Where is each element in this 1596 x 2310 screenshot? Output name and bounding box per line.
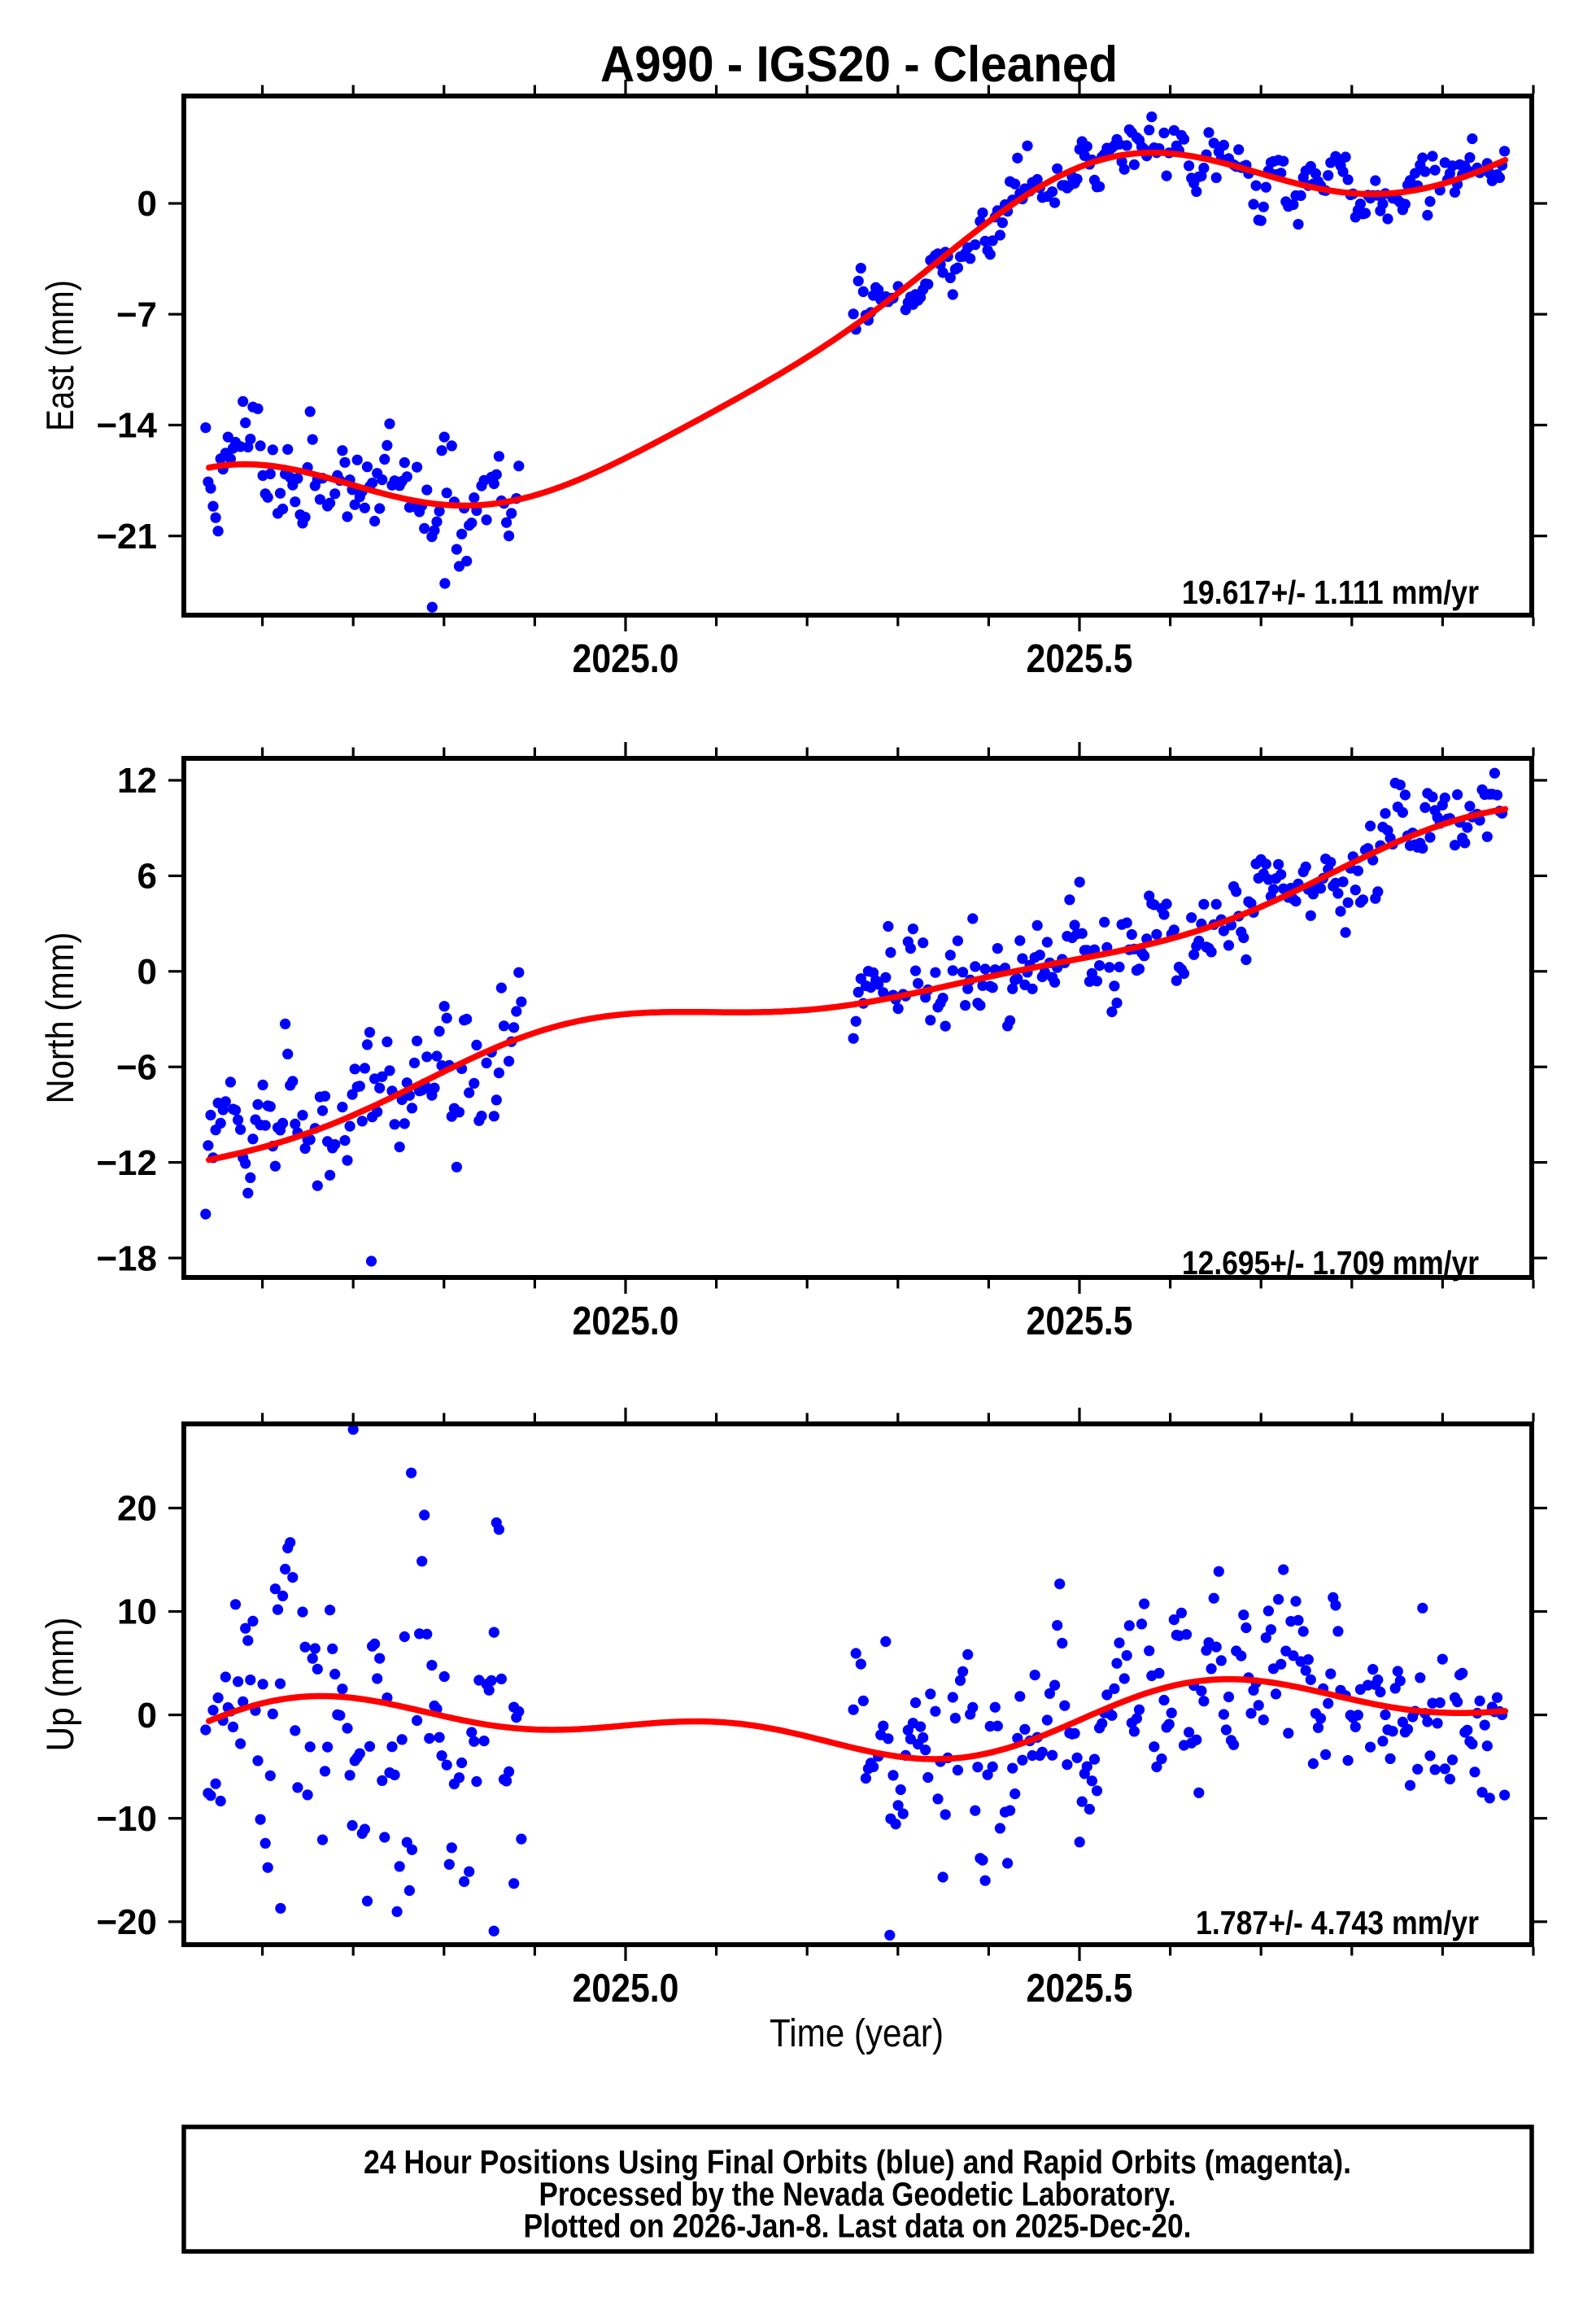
- svg-text:0: 0: [137, 1696, 157, 1736]
- svg-text:−18: −18: [96, 1238, 157, 1278]
- svg-text:−10: −10: [96, 1799, 157, 1839]
- svg-text:2025.5: 2025.5: [1027, 1967, 1133, 2011]
- svg-text:East (mm): East (mm): [38, 280, 81, 431]
- svg-text:−12: −12: [96, 1143, 157, 1183]
- svg-text:19.617+/- 1.111 mm/yr: 19.617+/- 1.111 mm/yr: [1182, 574, 1479, 611]
- svg-text:12: 12: [117, 761, 157, 801]
- svg-text:24 Hour Positions Using Final: 24 Hour Positions Using Final Orbits (bl…: [364, 2143, 1351, 2181]
- svg-text:Time (year): Time (year): [770, 2012, 944, 2055]
- svg-text:2025.0: 2025.0: [573, 637, 679, 681]
- svg-text:Processed by the Nevada Geodet: Processed by the Nevada Geodetic Laborat…: [539, 2176, 1176, 2213]
- svg-text:−21: −21: [96, 517, 157, 557]
- svg-text:−20: −20: [96, 1902, 157, 1942]
- svg-text:2025.5: 2025.5: [1027, 1299, 1133, 1343]
- svg-text:20: 20: [117, 1489, 157, 1529]
- svg-text:6: 6: [137, 857, 157, 897]
- svg-text:North (mm): North (mm): [38, 932, 81, 1104]
- svg-text:Up (mm): Up (mm): [38, 1618, 81, 1752]
- svg-text:2025.5: 2025.5: [1027, 637, 1133, 681]
- svg-text:12.695+/- 1.709 mm/yr: 12.695+/- 1.709 mm/yr: [1182, 1244, 1479, 1282]
- svg-text:1.787+/- 4.743 mm/yr: 1.787+/- 4.743 mm/yr: [1196, 1904, 1479, 1941]
- svg-text:−7: −7: [116, 295, 157, 334]
- svg-text:A990 - IGS20 - Cleaned: A990 - IGS20 - Cleaned: [600, 37, 1118, 93]
- svg-text:−14: −14: [96, 406, 157, 446]
- svg-text:Plotted on 2026-Jan-8. Last da: Plotted on 2026-Jan-8. Last data on 2025…: [524, 2207, 1192, 2245]
- svg-text:0: 0: [137, 952, 157, 992]
- svg-text:0: 0: [137, 184, 157, 224]
- svg-text:2025.0: 2025.0: [573, 1967, 679, 2011]
- svg-text:2025.0: 2025.0: [573, 1299, 679, 1343]
- svg-text:−6: −6: [116, 1047, 157, 1087]
- svg-text:10: 10: [117, 1592, 157, 1632]
